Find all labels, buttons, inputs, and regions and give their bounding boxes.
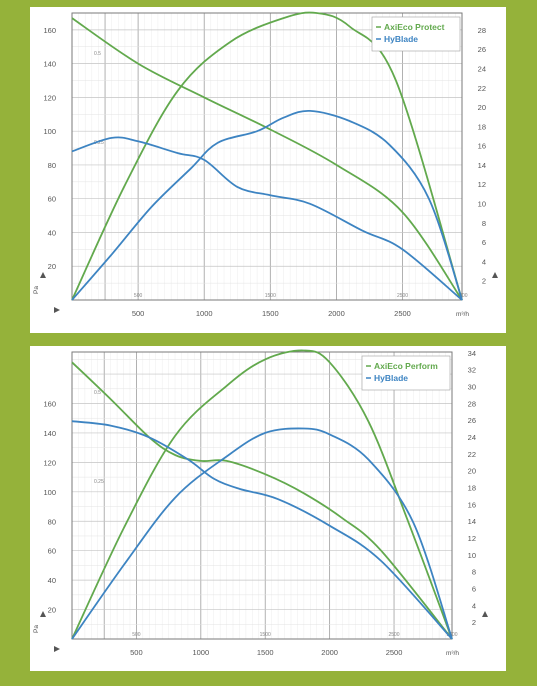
x-tick-label: 1500 <box>262 309 279 318</box>
y-left-tick-label: 120 <box>43 93 56 102</box>
y-right-tick-label: 22 <box>468 450 476 459</box>
y-left-tick-label: 20 <box>48 262 56 271</box>
fan-curve-chart-bottom: 204060801001201401600.250.52468101214161… <box>33 349 488 657</box>
y-left-tick-label: 120 <box>43 458 56 467</box>
y-right-tick-label: 18 <box>468 484 476 493</box>
y-right-tick-label: 4 <box>472 601 476 610</box>
y-right-tick-label: 10 <box>478 200 486 209</box>
y-left-tick-label: 100 <box>43 488 56 497</box>
y-right-tick-label: 34 <box>468 349 476 358</box>
legend-box <box>361 355 451 391</box>
y-left-tick-label: 20 <box>48 606 56 615</box>
series-line-green-efficiency <box>71 11 463 301</box>
y-left-tick-label: 140 <box>43 429 56 438</box>
y-right-tick-label: 20 <box>478 103 486 112</box>
right-arrow-icon <box>54 646 60 652</box>
series-line-green-pressure <box>71 17 463 301</box>
y-right-tick-label: 26 <box>468 416 476 425</box>
y-right-tick-label: 16 <box>468 500 476 509</box>
y-right-tick-label: 14 <box>478 161 486 170</box>
legend-entry: HyBlade <box>384 34 418 44</box>
y-left-tick-label: 60 <box>48 547 56 556</box>
y-right-tick-label: 8 <box>482 219 486 228</box>
y-right-tick-label: 6 <box>482 238 486 247</box>
series-line-blue-efficiency <box>71 109 463 301</box>
x-tick-label: 2500 <box>394 309 411 318</box>
x-secondary-tick-label: 3000 <box>456 293 467 299</box>
x-tick-label: 1000 <box>192 648 209 657</box>
x-tick-label: 2500 <box>386 648 403 657</box>
x-unit-label: m³/h <box>456 311 469 318</box>
x-unit-label: m³/h <box>446 650 459 657</box>
x-tick-label: 1500 <box>257 648 274 657</box>
up-arrow-icon <box>40 611 46 617</box>
x-secondary-tick-label: 500 <box>134 293 143 299</box>
y-left-tick-label: 40 <box>48 576 56 585</box>
up-arrow-icon <box>492 272 498 278</box>
series-line-blue-efficiency <box>71 427 453 640</box>
x-tick-label: 500 <box>132 309 145 318</box>
y-left-tick-label: 100 <box>43 127 56 136</box>
x-tick-label: 500 <box>130 648 143 657</box>
y-right-tick-label: 20 <box>468 467 476 476</box>
chart-panel-bottom: 20 40 60 80 100 120 140 160 0.25 0.5 2 4 6 8 10 12 14 16 1… <box>30 346 506 671</box>
x-secondary-tick-label: 3000 <box>446 632 457 638</box>
y-right-tick-label: 24 <box>468 433 476 442</box>
y-right-tick-label: 24 <box>478 64 486 73</box>
plot-frame <box>71 12 463 301</box>
legend-entry: AxiEco Perform <box>374 361 438 371</box>
series-line-blue-pressure <box>71 420 453 640</box>
y-right-tick-label: 28 <box>478 26 486 35</box>
y-left-minor-label: 0.25 <box>94 479 104 485</box>
y-right-tick-label: 8 <box>472 568 476 577</box>
y-left-axis-symbol: Pa <box>33 625 40 633</box>
x-tick-label: 2000 <box>321 648 338 657</box>
series-line-green-pressure <box>71 361 453 640</box>
y-right-tick-label: 32 <box>468 366 476 375</box>
x-secondary-tick-label: 2500 <box>388 632 399 638</box>
y-left-minor-label: 0.5 <box>94 51 101 57</box>
y-right-tick-label: 16 <box>478 142 486 151</box>
legend-box <box>371 16 461 52</box>
y-left-tick-label: 40 <box>48 228 56 237</box>
series-line-green-efficiency <box>71 349 453 640</box>
x-tick-label: 2000 <box>328 309 345 318</box>
x-secondary-tick-label: 1500 <box>265 293 276 299</box>
legend-entry: HyBlade <box>374 373 408 383</box>
y-right-tick-label: 2 <box>472 618 476 627</box>
y-left-minor-label: 0.5 <box>94 390 101 396</box>
x-secondary-tick-label: 2500 <box>397 293 408 299</box>
y-right-tick-label: 6 <box>472 585 476 594</box>
x-secondary-tick-label: 500 <box>132 632 141 638</box>
y-left-axis-symbol: Pa <box>33 286 40 294</box>
y-left-minor-label: 0.25 <box>94 140 104 146</box>
plot-frame <box>71 351 453 640</box>
y-right-tick-label: 4 <box>482 257 486 266</box>
legend-entry: AxiEco Protect <box>384 22 445 32</box>
y-right-tick-label: 28 <box>468 399 476 408</box>
y-right-tick-label: 10 <box>468 551 476 560</box>
y-right-tick-label: 12 <box>468 534 476 543</box>
y-right-tick-label: 26 <box>478 45 486 54</box>
y-left-tick-label: 160 <box>43 400 56 409</box>
y-right-tick-label: 14 <box>468 517 476 526</box>
x-secondary-tick-label: 1500 <box>260 632 271 638</box>
fan-curve-chart-top: 204060801001201401600.250.52468101214161… <box>33 11 498 318</box>
y-right-tick-label: 2 <box>482 277 486 286</box>
y-left-tick-label: 60 <box>48 195 56 204</box>
y-left-tick-label: 80 <box>48 517 56 526</box>
up-arrow-icon <box>40 272 46 278</box>
y-left-tick-label: 140 <box>43 60 56 69</box>
x-tick-label: 1000 <box>196 309 213 318</box>
chart-panel-top: 20 40 60 80 100 120 140 160 0.25 0.5 2 4 6 8 10 12 14 16 1… <box>30 7 506 333</box>
up-arrow-icon <box>482 611 488 617</box>
y-left-tick-label: 160 <box>43 26 56 35</box>
y-right-tick-label: 18 <box>478 122 486 131</box>
right-arrow-icon <box>54 307 60 313</box>
y-right-tick-label: 22 <box>478 84 486 93</box>
y-right-tick-label: 12 <box>478 180 486 189</box>
series-line-blue-pressure <box>71 136 463 301</box>
y-left-tick-label: 80 <box>48 161 56 170</box>
y-right-tick-label: 30 <box>468 383 476 392</box>
